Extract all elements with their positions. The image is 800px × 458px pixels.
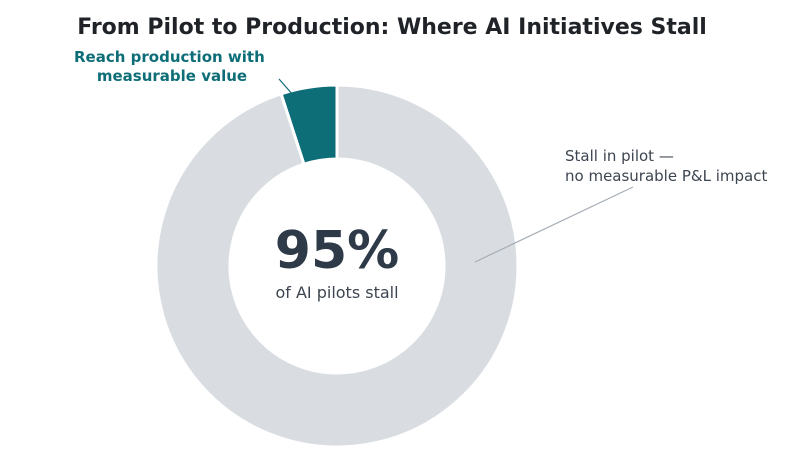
slice-label-production-line-2: measurable value (97, 67, 247, 85)
leader-line-stall (474, 186, 634, 263)
slice-label-production: Reach production with measurable value (74, 48, 270, 85)
slice-label-stall-line-1: Stall in pilot — (565, 147, 674, 165)
slice-label-production-line-1: Reach production with (74, 48, 265, 66)
slice-label-stall-line-2: no measurable P&L impact (565, 167, 767, 185)
donut-slices (154, 83, 520, 449)
slice-stall (154, 83, 520, 449)
center-value: 95% (275, 221, 399, 281)
leader-line-production (278, 78, 294, 96)
center-label: of AI pilots stall (275, 283, 398, 302)
slice-label-stall: Stall in pilot — no measurable P&L impac… (565, 147, 767, 185)
chart-title: From Pilot to Production: Where AI Initi… (77, 15, 707, 40)
